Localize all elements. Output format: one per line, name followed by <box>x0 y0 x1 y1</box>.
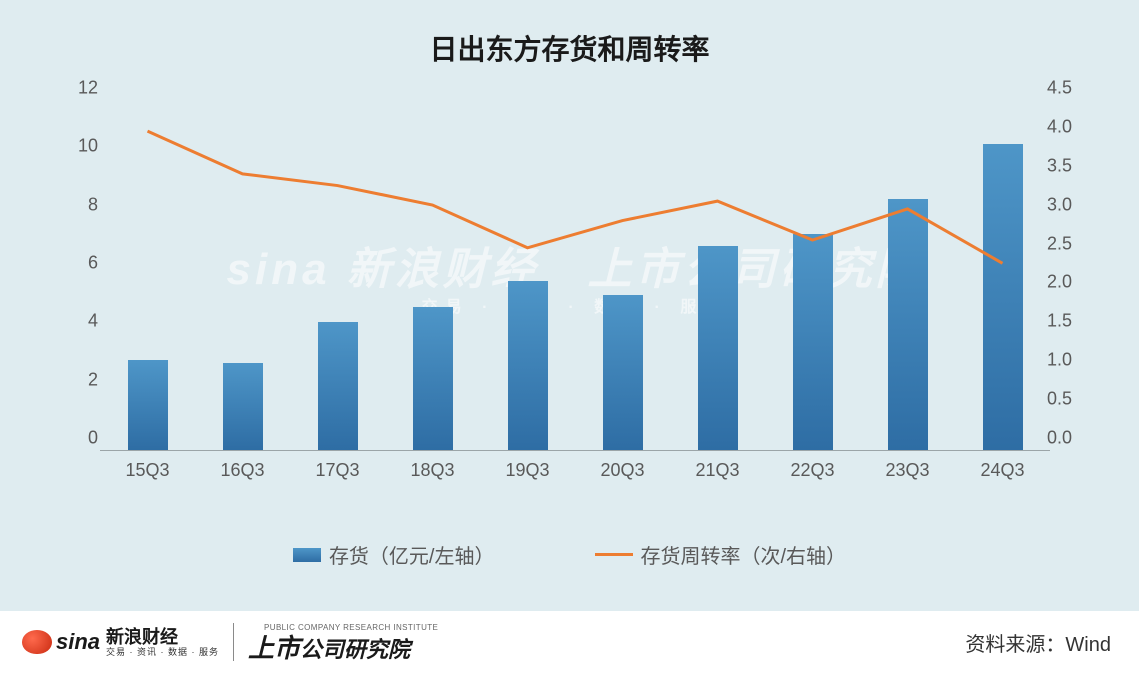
sina-logo: sina 新浪财经 交易 · 资讯 · 数据 · 服务 <box>22 628 219 657</box>
sina-logo-text: sina <box>56 629 100 655</box>
chart-title: 日出东方存货和周转率 <box>0 0 1139 68</box>
x-label: 23Q3 <box>860 460 955 481</box>
institute-cn: 上市公司研究院 <box>248 635 438 661</box>
sina-cn-name: 新浪财经 <box>106 628 219 646</box>
data-source: 资料来源：Wind <box>965 628 1111 657</box>
institute-logo: PUBLIC COMPANY RESEARCH INSTITUTE 上市公司研究… <box>248 624 438 661</box>
legend-item-bar: 存货（亿元/左轴） <box>293 540 495 569</box>
y-left-tick: 2 <box>50 369 98 390</box>
y-right-tick: 2.0 <box>1047 272 1095 293</box>
legend-item-line: 存货周转率（次/右轴） <box>595 540 847 569</box>
y-right-tick: 0.5 <box>1047 389 1095 410</box>
y-right-tick: 3.0 <box>1047 194 1095 215</box>
x-label: 20Q3 <box>575 460 670 481</box>
x-label: 21Q3 <box>670 460 765 481</box>
legend: 存货（亿元/左轴） 存货周转率（次/右轴） <box>0 540 1139 569</box>
legend-label-bar: 存货（亿元/左轴） <box>329 540 495 569</box>
y-left-tick: 8 <box>50 194 98 215</box>
x-label: 17Q3 <box>290 460 385 481</box>
y-right-tick: 4.5 <box>1047 78 1095 99</box>
sina-ball-icon <box>22 630 52 654</box>
footer-divider <box>233 623 234 661</box>
legend-swatch-bar <box>293 548 321 562</box>
x-axis-line <box>100 450 1050 451</box>
y-left-tick: 10 <box>50 136 98 157</box>
y-left-tick: 0 <box>50 428 98 449</box>
x-label: 24Q3 <box>955 460 1050 481</box>
y-right-tick: 2.5 <box>1047 233 1095 254</box>
legend-label-line: 存货周转率（次/右轴） <box>641 540 847 569</box>
x-label: 18Q3 <box>385 460 480 481</box>
line-series <box>100 100 1050 450</box>
chart-area: 024681012 0.00.51.01.52.02.53.03.54.04.5… <box>50 90 1089 490</box>
x-label: 22Q3 <box>765 460 860 481</box>
y-right-tick: 1.5 <box>1047 311 1095 332</box>
x-axis-labels: 15Q316Q317Q318Q319Q320Q321Q322Q323Q324Q3 <box>100 460 1050 481</box>
sina-cn-sub: 交易 · 资讯 · 数据 · 服务 <box>106 648 219 657</box>
y-right-tick: 4.0 <box>1047 116 1095 137</box>
footer-logos: sina 新浪财经 交易 · 资讯 · 数据 · 服务 PUBLIC COMPA… <box>22 623 438 661</box>
turnover-line <box>148 131 1003 263</box>
institute-en: PUBLIC COMPANY RESEARCH INSTITUTE <box>248 624 438 632</box>
y-left-tick: 12 <box>50 78 98 99</box>
y-right-tick: 3.5 <box>1047 155 1095 176</box>
y-axis-right: 0.00.51.01.52.02.53.03.54.04.5 <box>1047 100 1095 450</box>
plot-area: sina 新浪财经 上市公司研究院 交易 · 资讯 · 数据 · 服务 <box>100 100 1050 450</box>
footer: sina 新浪财经 交易 · 资讯 · 数据 · 服务 PUBLIC COMPA… <box>0 611 1139 673</box>
x-label: 19Q3 <box>480 460 575 481</box>
x-label: 15Q3 <box>100 460 195 481</box>
x-label: 16Q3 <box>195 460 290 481</box>
y-left-tick: 4 <box>50 311 98 332</box>
y-left-tick: 6 <box>50 253 98 274</box>
y-right-tick: 1.0 <box>1047 350 1095 371</box>
legend-swatch-line <box>595 553 633 556</box>
y-axis-left: 024681012 <box>50 100 98 450</box>
y-right-tick: 0.0 <box>1047 428 1095 449</box>
